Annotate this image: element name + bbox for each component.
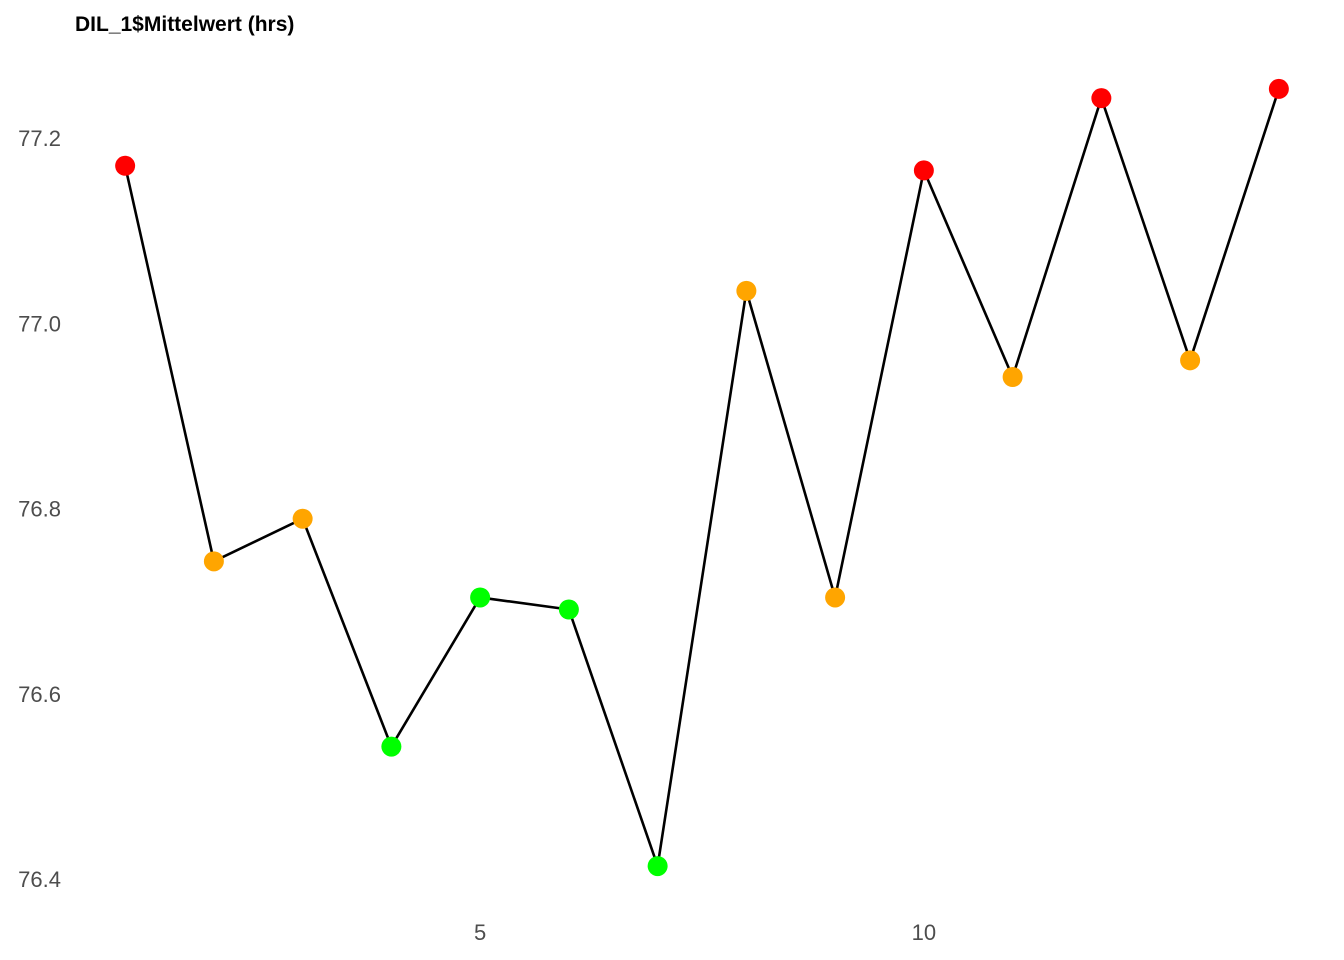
data-point [203, 551, 224, 572]
data-point [115, 155, 136, 176]
data-point [1180, 350, 1201, 371]
data-point [292, 508, 313, 529]
x-tick-label: 5 [474, 920, 486, 945]
series-line [123, 88, 1281, 868]
y-tick-label: 76.4 [18, 867, 61, 892]
y-axis-ticks: 76.4 76.6 76.8 77.0 77.2 [18, 126, 61, 892]
chart-title: DIL_1$Mittelwert (hrs) [75, 13, 294, 36]
data-point [913, 160, 934, 181]
data-point [825, 587, 846, 608]
data-point [1268, 78, 1289, 99]
series-line-group [123, 88, 1281, 868]
y-tick-label: 76.8 [18, 497, 61, 522]
x-axis-ticks: 5 10 [474, 920, 936, 945]
x-tick-label: 10 [912, 920, 936, 945]
data-points [115, 78, 1289, 877]
data-point [1091, 88, 1112, 109]
data-point [381, 736, 402, 757]
y-tick-label: 77.2 [18, 126, 61, 151]
data-point [1002, 366, 1023, 387]
data-point [470, 587, 491, 608]
data-point [647, 856, 668, 877]
data-point [736, 280, 757, 301]
y-tick-label: 77.0 [18, 311, 61, 336]
data-point [558, 599, 579, 620]
y-tick-label: 76.6 [18, 682, 61, 707]
